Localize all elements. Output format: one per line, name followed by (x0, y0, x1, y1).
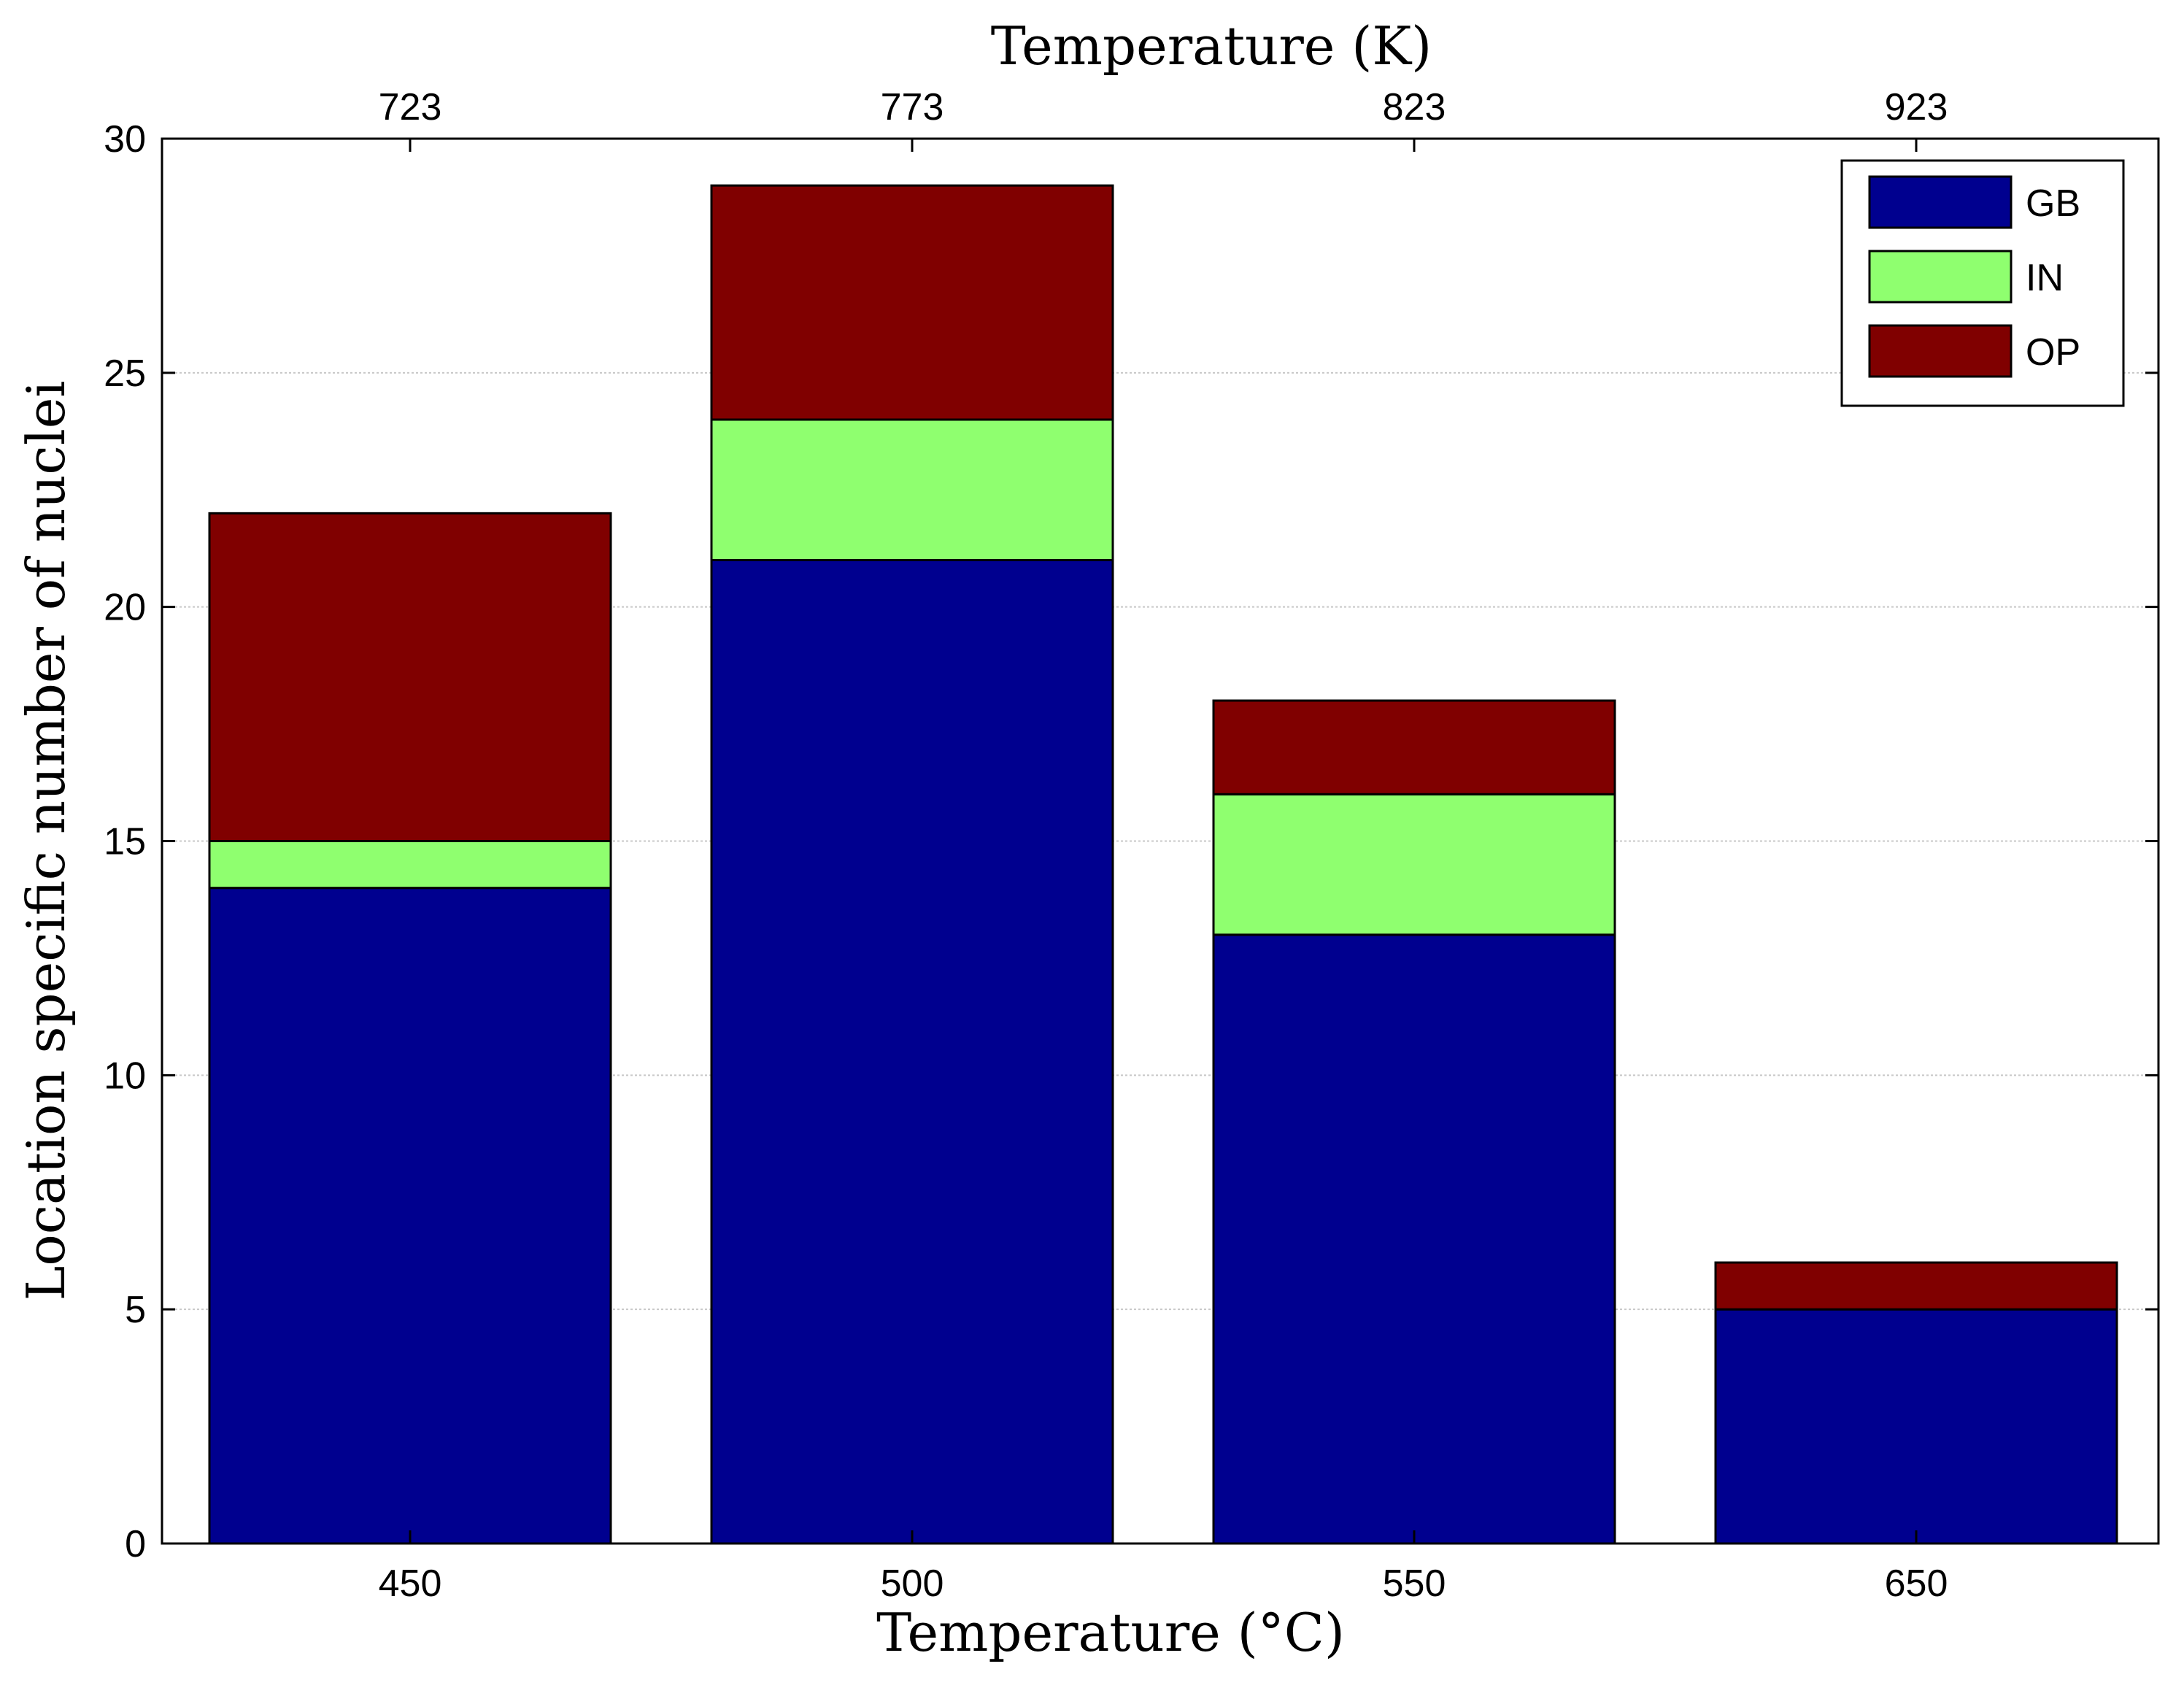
x-tick-label-550: 550 (1383, 1562, 1446, 1605)
x-tick-label-450: 450 (379, 1562, 442, 1605)
top-x-axis-ticks: 723 773 823 923 (379, 86, 1948, 152)
x-tick-label-500: 500 (881, 1562, 944, 1605)
legend-label-gb: GB (2026, 182, 2080, 225)
top-x-tick-label-923: 923 (1885, 86, 1948, 128)
bar-in-450 (208, 840, 612, 890)
y-tick-label-30: 30 (104, 118, 146, 161)
bar-op-500 (710, 184, 1114, 421)
y-tick-label-15: 15 (104, 821, 146, 863)
bar-gb-450 (208, 887, 612, 1545)
x-axis-ticks: 450 500 550 650 (379, 1530, 1948, 1605)
top-x-tick-label-773: 773 (881, 86, 944, 128)
top-x-tick-label-723: 723 (379, 86, 442, 128)
legend-swatch-gb (1868, 175, 2013, 229)
y-axis-title: Location specific number of nuclei (15, 381, 77, 1301)
y-tick-label-25: 25 (104, 352, 146, 395)
bar-op-450 (208, 512, 612, 842)
bars (208, 184, 2118, 1545)
top-x-axis-title: Temperature (K) (991, 15, 1432, 77)
bar-gb-550 (1212, 933, 1616, 1545)
bar-op-650 (1714, 1261, 2118, 1311)
y-tick-label-10: 10 (104, 1055, 146, 1097)
x-axis-title: Temperature (°C) (876, 1602, 1345, 1663)
legend-swatch-in (1868, 250, 2013, 304)
legend-label-in: IN (2026, 257, 2064, 299)
top-x-tick-label-823: 823 (1383, 86, 1446, 128)
bar-in-550 (1212, 793, 1616, 936)
legend: GB IN OP (1840, 159, 2125, 407)
y-axis-ticks: 0 5 10 15 20 25 30 (104, 118, 2158, 1565)
y-tick-label-0: 0 (125, 1523, 146, 1565)
bar-op-550 (1212, 699, 1616, 795)
y-tick-label-5: 5 (125, 1289, 146, 1331)
bar-gb-650 (1714, 1308, 2118, 1545)
legend-label-op: OP (2026, 331, 2080, 374)
y-tick-label-20: 20 (104, 587, 146, 629)
x-tick-label-650: 650 (1885, 1562, 1948, 1605)
bar-in-500 (710, 418, 1114, 561)
bar-gb-500 (710, 559, 1114, 1545)
legend-swatch-op (1868, 324, 2013, 378)
